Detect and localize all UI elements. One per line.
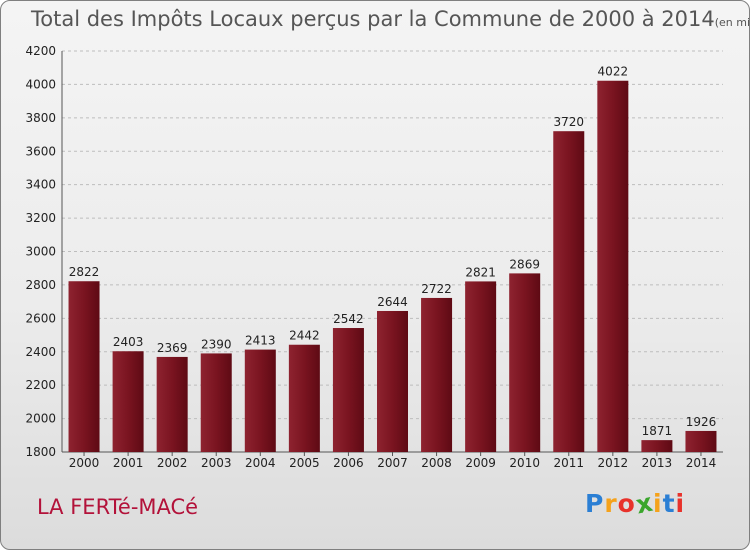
bar-2003 xyxy=(200,353,232,452)
x-tick-label: 2007 xyxy=(377,456,408,470)
bar-2012 xyxy=(597,80,629,452)
x-tick-label: 2011 xyxy=(553,456,584,470)
x-tick-label: 2014 xyxy=(686,456,717,470)
bar-2000 xyxy=(68,281,100,452)
y-tick-label: 4200 xyxy=(25,44,56,58)
commune-name: LA FERTé-MACé xyxy=(37,495,199,519)
logo-letter: i xyxy=(675,489,686,518)
x-tick-label: 2004 xyxy=(245,456,276,470)
logo-letter: o xyxy=(617,489,636,518)
x-tick-label: 2005 xyxy=(289,456,320,470)
data-label: 2369 xyxy=(157,341,188,355)
y-tick-label: 2400 xyxy=(25,345,56,359)
data-label: 1926 xyxy=(686,415,717,429)
y-tick-label: 2000 xyxy=(25,412,56,426)
x-tick-label: 2009 xyxy=(465,456,496,470)
data-label: 2821 xyxy=(465,265,496,279)
y-tick-label: 2800 xyxy=(25,278,56,292)
y-tick-label: 4000 xyxy=(25,77,56,91)
x-tick-label: 2000 xyxy=(69,456,100,470)
data-label: 2442 xyxy=(289,329,320,343)
data-label: 4022 xyxy=(598,65,629,79)
chart-title-main: Total des Impôts Locaux perçus par la Co… xyxy=(31,7,715,31)
bar-2007 xyxy=(377,310,408,452)
bar-2013 xyxy=(641,440,673,452)
bar-2005 xyxy=(288,344,320,452)
data-label: 2390 xyxy=(201,337,232,351)
data-label: 1871 xyxy=(642,424,673,438)
logo-letter: r xyxy=(604,489,618,518)
y-tick-label: 2200 xyxy=(25,378,56,392)
chart-title: Total des Impôts Locaux perçus par la Co… xyxy=(31,7,750,31)
bar-2011 xyxy=(553,131,585,452)
x-tick-label: 2002 xyxy=(157,456,188,470)
x-tick-label: 2003 xyxy=(201,456,232,470)
logo-letter: P xyxy=(585,489,605,518)
x-tick-label: 2010 xyxy=(509,456,540,470)
data-label: 2644 xyxy=(377,295,408,309)
data-label: 2822 xyxy=(69,265,100,279)
data-label: 2403 xyxy=(113,335,144,349)
bar-2008 xyxy=(421,297,453,452)
y-tick-label: 3000 xyxy=(25,245,56,259)
logo-letter: i xyxy=(653,489,663,518)
y-tick-label: 2600 xyxy=(25,311,56,325)
bar-2006 xyxy=(332,328,364,452)
bar-2009 xyxy=(465,281,497,452)
bar-2002 xyxy=(156,356,188,452)
logo-letter: t xyxy=(662,489,676,518)
proxiti-logo: Proxiti xyxy=(585,488,686,520)
data-label: 2413 xyxy=(245,334,276,348)
y-tick-label: 3400 xyxy=(25,178,56,192)
x-tick-label: 2006 xyxy=(333,456,364,470)
bar-2014 xyxy=(685,430,717,452)
chart-title-unit: (en milliers d'€) xyxy=(714,16,750,29)
data-label: 3720 xyxy=(553,115,584,129)
data-label: 2722 xyxy=(421,282,452,296)
x-tick-label: 2001 xyxy=(113,456,144,470)
bar-2004 xyxy=(244,349,276,452)
x-tick-label: 2012 xyxy=(598,456,629,470)
y-tick-label: 3800 xyxy=(25,111,56,125)
bar-2010 xyxy=(509,273,541,452)
bar-2001 xyxy=(112,351,144,452)
data-label: 2542 xyxy=(333,312,364,326)
y-tick-label: 3600 xyxy=(25,144,56,158)
x-tick-label: 2008 xyxy=(421,456,452,470)
x-tick-label: 2013 xyxy=(642,456,673,470)
y-tick-label: 3200 xyxy=(25,211,56,225)
y-tick-label: 1800 xyxy=(25,445,56,459)
data-label: 2869 xyxy=(509,257,540,271)
